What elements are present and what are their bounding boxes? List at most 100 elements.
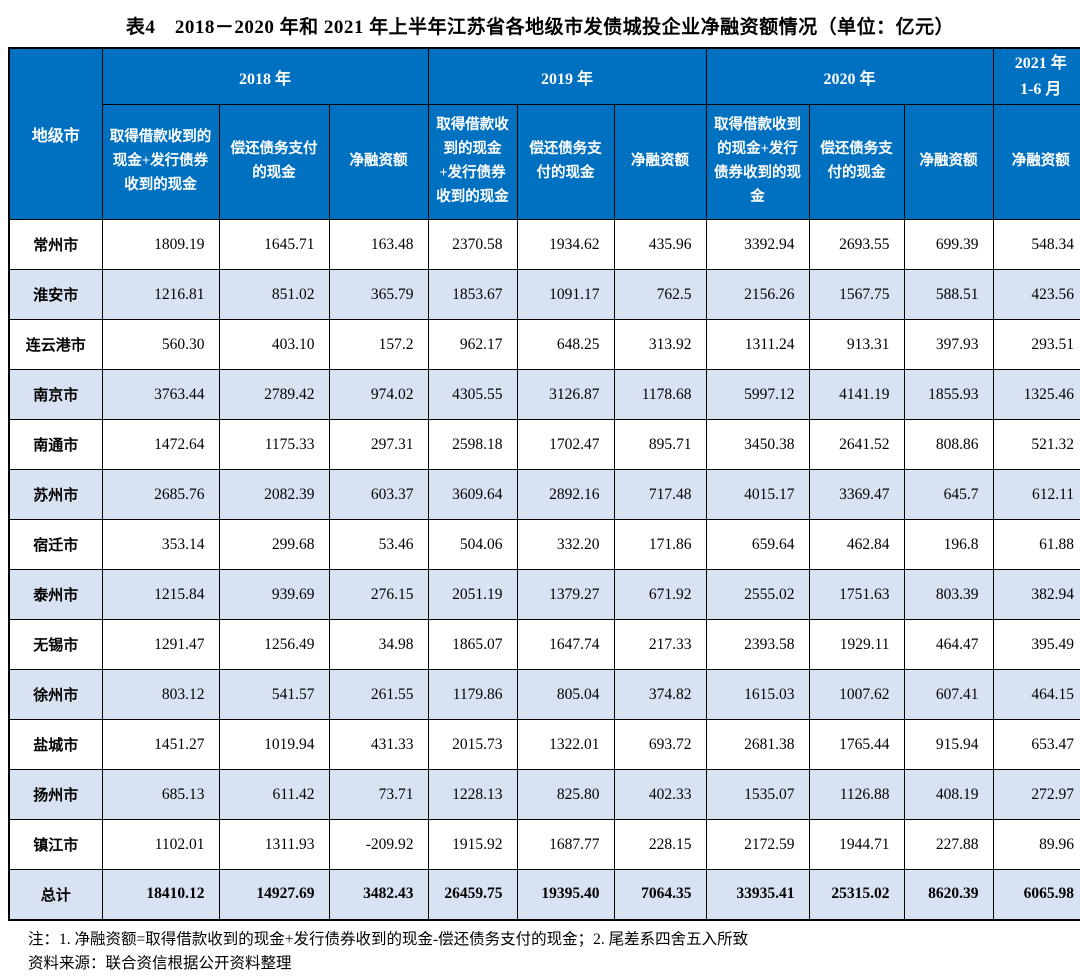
value-cell: 521.32 — [992, 419, 1080, 471]
header-2020-cash-in: 取得借款收到的现金+发行债券收到的现金 — [705, 104, 810, 221]
value-cell: 313.92 — [613, 319, 707, 371]
value-cell: 4141.19 — [808, 369, 905, 421]
value-cell: 648.25 — [516, 319, 615, 371]
value-cell: 3369.47 — [808, 469, 905, 521]
value-cell: 560.30 — [101, 319, 220, 371]
value-cell: 2082.39 — [218, 469, 330, 521]
value-cell: 4015.17 — [705, 469, 810, 521]
footnote-definition: 注：1. 净融资额=取得借款收到的现金+发行债券收到的现金-偿还债务支付的现金；… — [28, 930, 749, 948]
value-cell: 1179.86 — [427, 669, 518, 721]
value-cell: 353.14 — [101, 519, 220, 571]
table-total-row: 总计 18410.12 14927.69 3482.43 26459.75 19395.4… — [8, 869, 1080, 921]
value-cell: 808.86 — [903, 419, 994, 471]
header-2019-repay: 偿还债务支付的现金 — [516, 104, 615, 221]
value-cell: 1175.33 — [218, 419, 330, 471]
value-cell: 805.04 — [516, 669, 615, 721]
value-cell: 1751.63 — [808, 569, 905, 621]
value-cell: 171.86 — [613, 519, 707, 571]
value-cell: 3482.43 — [328, 869, 429, 921]
value-cell: 1291.47 — [101, 619, 220, 671]
value-cell: 851.02 — [218, 269, 330, 321]
value-cell: 3126.87 — [516, 369, 615, 421]
value-cell: 2051.19 — [427, 569, 518, 621]
value-cell: 19395.40 — [516, 869, 615, 921]
value-cell: 2892.16 — [516, 469, 615, 521]
header-year-2020: 2020 年 — [705, 47, 994, 106]
value-cell: 1855.93 — [903, 369, 994, 421]
header-year-row: 地级市 2018 年 2019 年 2020 年 2021 年 1-6 月 — [8, 47, 1080, 221]
city-name-cell: 南京市 — [8, 369, 103, 421]
city-name-cell: 泰州市 — [8, 569, 103, 621]
value-cell: 1535.07 — [705, 769, 810, 821]
value-cell: 464.47 — [903, 619, 994, 671]
value-cell: 293.51 — [992, 319, 1080, 371]
total-label-cell: 总计 — [8, 869, 103, 921]
city-name-cell: 盐城市 — [8, 719, 103, 771]
value-cell: 2789.42 — [218, 369, 330, 421]
table-row: 无锡市 1291.47 1256.49 34.98 1865.07 1647.74 217.… — [8, 619, 1080, 671]
value-cell: 1102.01 — [101, 819, 220, 871]
table-title: 表4 2018－2020 年和 2021 年上半年江苏省各地级市发债城投企业净融… — [125, 17, 955, 38]
value-cell: 1007.62 — [808, 669, 905, 721]
value-cell: 4305.55 — [427, 369, 518, 421]
net-financing-table: 地级市 2018 年 2019 年 2020 年 2021 年 1-6 月 取得… — [8, 47, 1080, 921]
value-cell: 699.39 — [903, 219, 994, 271]
header-period-2021: 2021 年 1-6 月 — [992, 47, 1080, 106]
value-cell: -209.92 — [328, 819, 429, 871]
value-cell: 1228.13 — [427, 769, 518, 821]
table-row: 扬州市 685.13 611.42 73.71 1228.13 825.80 402.33 1… — [8, 769, 1080, 821]
value-cell: 6065.98 — [992, 869, 1080, 921]
value-cell: 803.39 — [903, 569, 994, 621]
city-name-cell: 宿迁市 — [8, 519, 103, 571]
table-row: 苏州市 2685.76 2082.39 603.37 3609.64 2892.16 717… — [8, 469, 1080, 521]
value-cell: 588.51 — [903, 269, 994, 321]
city-name-cell: 扬州市 — [8, 769, 103, 821]
city-name-cell: 苏州市 — [8, 469, 103, 521]
value-cell: 14927.69 — [218, 869, 330, 921]
table-row: 连云港市 560.30 403.10 157.2 962.17 648.25 313.92 1… — [8, 319, 1080, 371]
value-cell: 1687.77 — [516, 819, 615, 871]
value-cell: 196.8 — [903, 519, 994, 571]
table-row: 镇江市 1102.01 1311.93 -209.92 1915.92 1687.77 22… — [8, 819, 1080, 871]
value-cell: 2681.38 — [705, 719, 810, 771]
value-cell: 895.71 — [613, 419, 707, 471]
value-cell: 603.37 — [328, 469, 429, 521]
city-name-cell: 无锡市 — [8, 619, 103, 671]
value-cell: 297.31 — [328, 419, 429, 471]
value-cell: 1325.46 — [992, 369, 1080, 421]
value-cell: 939.69 — [218, 569, 330, 621]
value-cell: 717.48 — [613, 469, 707, 521]
value-cell: 2015.73 — [427, 719, 518, 771]
value-cell: 653.47 — [992, 719, 1080, 771]
table-row: 徐州市 803.12 541.57 261.55 1179.86 805.04 374.82… — [8, 669, 1080, 721]
city-name-cell: 徐州市 — [8, 669, 103, 721]
value-cell: 2172.59 — [705, 819, 810, 871]
value-cell: 89.96 — [992, 819, 1080, 871]
value-cell: 1934.62 — [516, 219, 615, 271]
header-sub-row: 取得借款收到的现金+发行债券收到的现金 偿还债务支付的现金 净融资额 取得借款收… — [9, 104, 1080, 221]
value-cell: 3763.44 — [101, 369, 220, 421]
value-cell: 18410.12 — [101, 869, 220, 921]
table-row: 常州市 1809.19 1645.71 163.48 2370.58 1934.62 435… — [8, 219, 1080, 271]
value-cell: 1472.64 — [101, 419, 220, 471]
value-cell: 423.56 — [992, 269, 1080, 321]
value-cell: 2693.55 — [808, 219, 905, 271]
value-cell: 2641.52 — [808, 419, 905, 471]
value-cell: 408.19 — [903, 769, 994, 821]
city-name-cell: 南通市 — [8, 419, 103, 471]
value-cell: 395.49 — [992, 619, 1080, 671]
value-cell: 974.02 — [328, 369, 429, 421]
value-cell: 299.68 — [218, 519, 330, 571]
value-cell: 402.33 — [613, 769, 707, 821]
value-cell: 464.15 — [992, 669, 1080, 721]
header-year-2019: 2019 年 — [427, 47, 707, 106]
value-cell: 217.33 — [613, 619, 707, 671]
value-cell: 2156.26 — [705, 269, 810, 321]
value-cell: 762.5 — [613, 269, 707, 321]
value-cell: 1647.74 — [516, 619, 615, 671]
value-cell: 228.15 — [613, 819, 707, 871]
value-cell: 1215.84 — [101, 569, 220, 621]
header-2018-cash-in: 取得借款收到的现金+发行债券收到的现金 — [101, 104, 220, 221]
value-cell: 276.15 — [328, 569, 429, 621]
value-cell: 332.20 — [516, 519, 615, 571]
